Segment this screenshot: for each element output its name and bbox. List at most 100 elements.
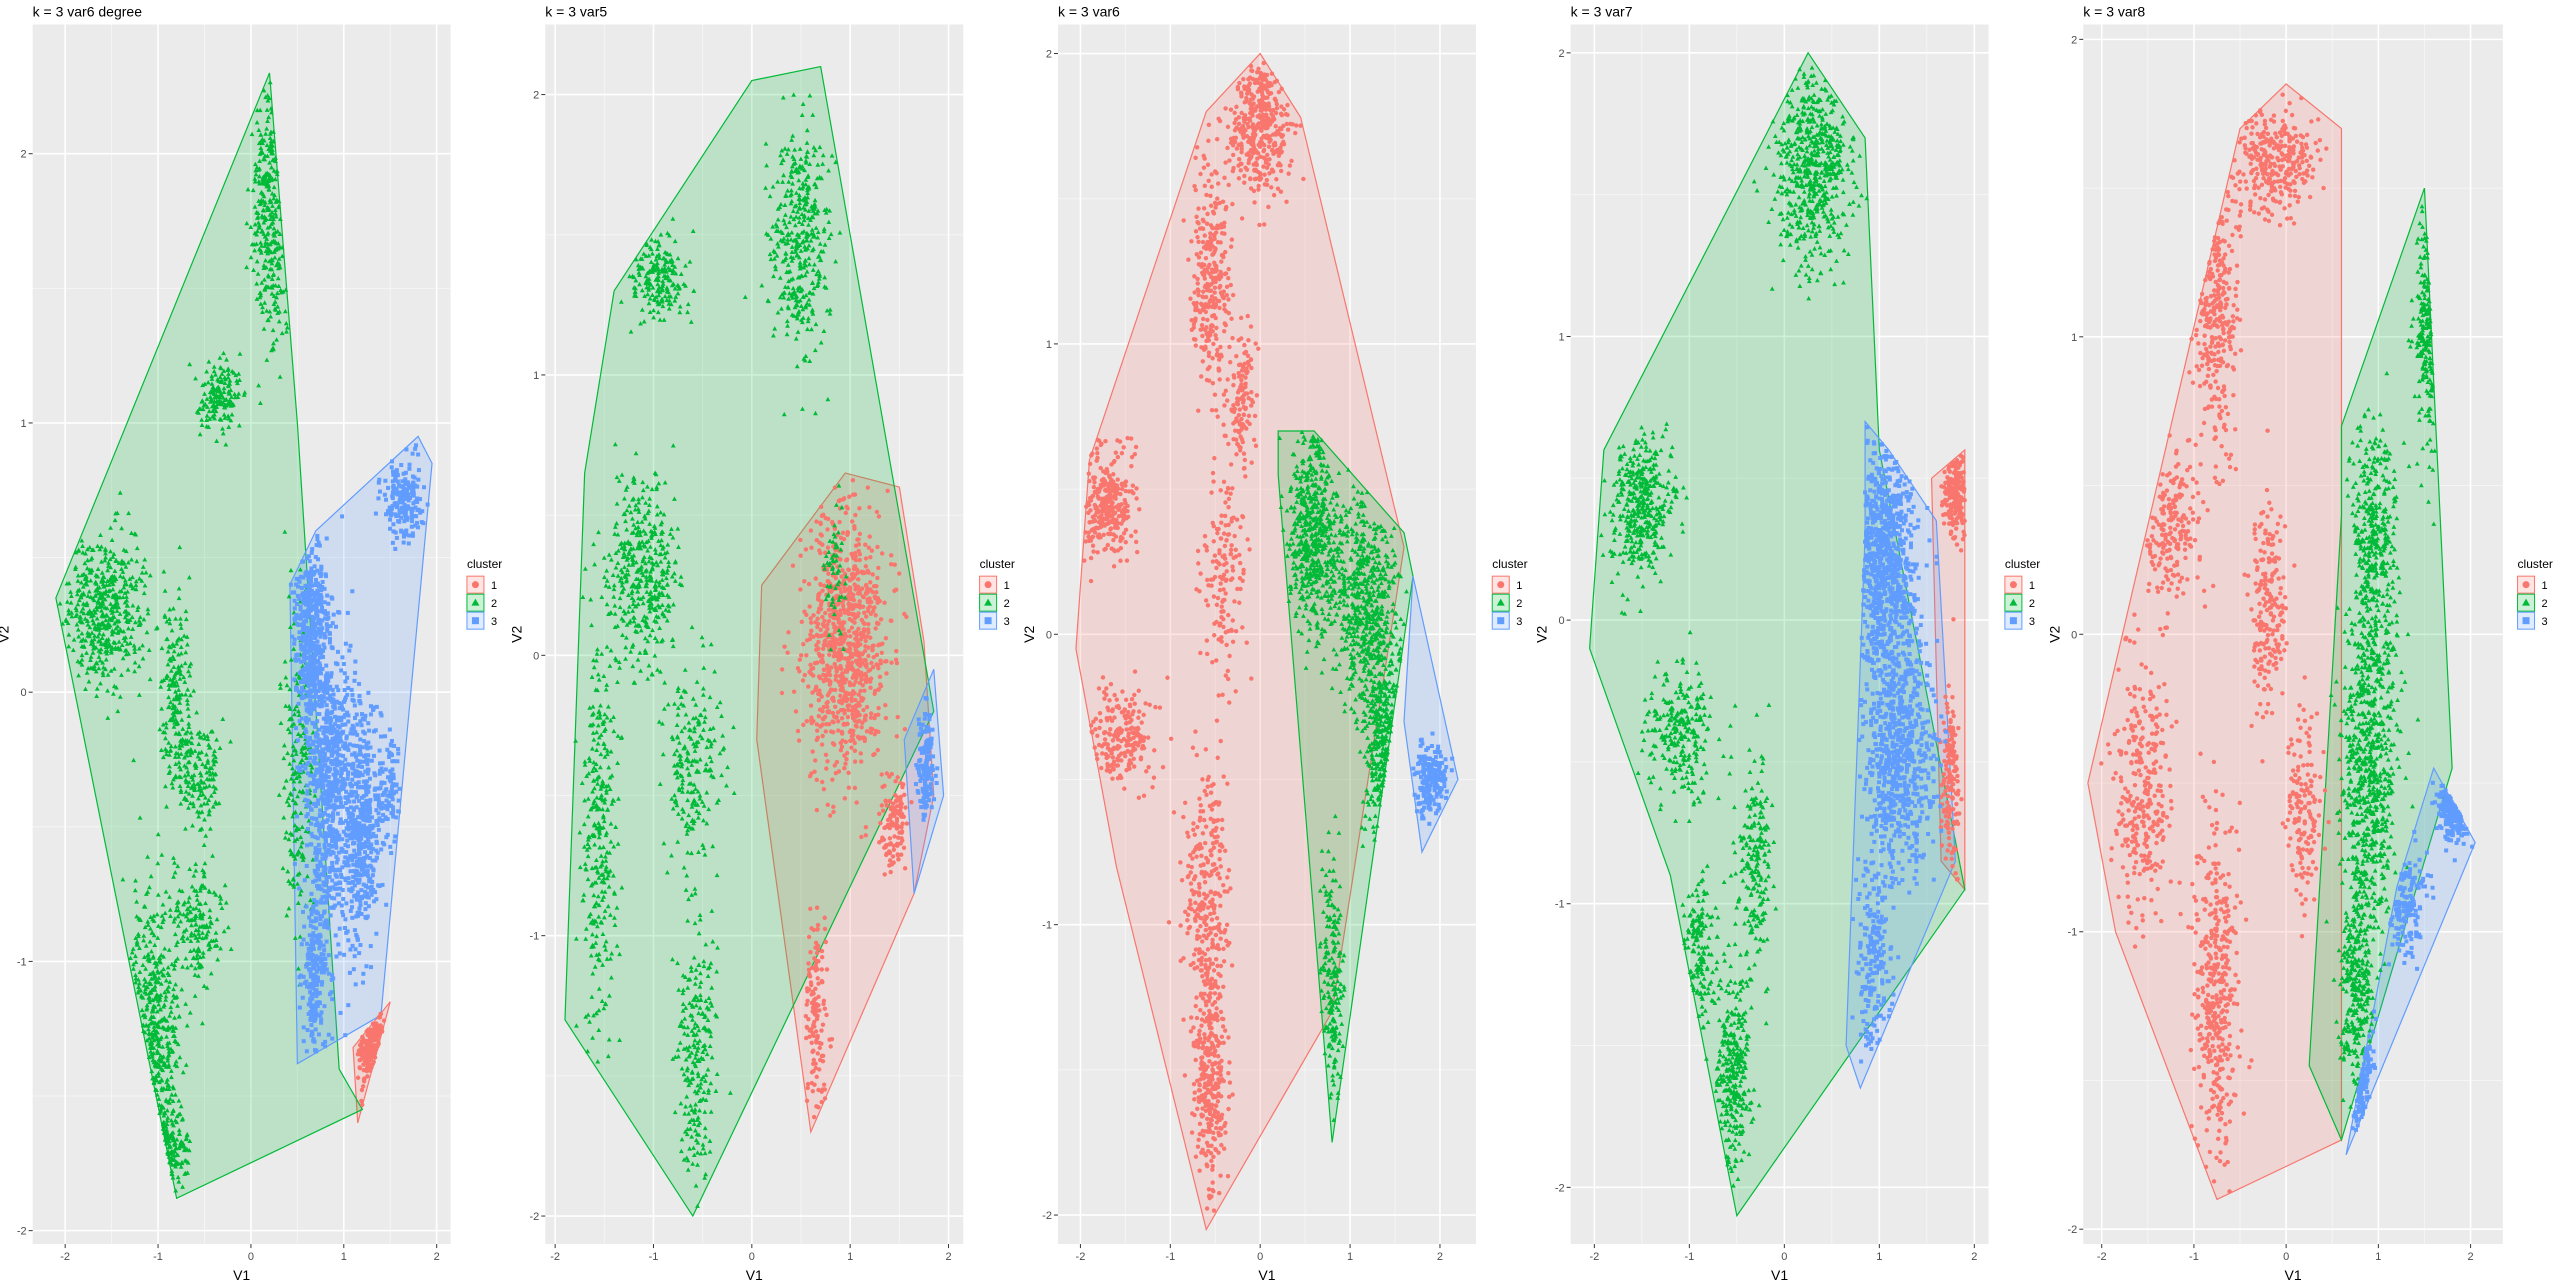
point — [129, 530, 134, 536]
point — [404, 505, 409, 510]
point — [194, 709, 200, 715]
point — [178, 774, 184, 780]
point — [351, 967, 356, 972]
point — [389, 465, 394, 470]
point — [827, 652, 832, 657]
point — [108, 525, 113, 530]
point — [410, 451, 415, 456]
point — [207, 416, 213, 421]
point — [319, 796, 324, 801]
point — [301, 598, 306, 603]
point — [269, 261, 275, 266]
point — [368, 863, 373, 868]
point — [330, 596, 335, 601]
x-tick-label: 0 — [749, 1251, 755, 1263]
point — [298, 604, 303, 609]
point — [64, 599, 70, 604]
point — [177, 692, 183, 697]
point — [98, 532, 103, 538]
point — [330, 762, 335, 767]
point — [106, 563, 111, 568]
point — [175, 682, 180, 688]
point — [329, 671, 334, 676]
point — [127, 576, 133, 581]
point — [107, 556, 113, 562]
point — [177, 667, 183, 673]
point — [393, 530, 398, 535]
point — [134, 558, 140, 564]
point — [75, 588, 81, 593]
y-axis-label: V2 — [508, 626, 524, 643]
point — [172, 754, 178, 759]
point — [846, 770, 851, 775]
point — [276, 283, 282, 288]
point — [350, 813, 355, 818]
point — [275, 275, 281, 281]
point — [66, 632, 72, 637]
point — [852, 759, 858, 764]
point — [333, 873, 338, 878]
point — [304, 570, 309, 575]
point — [87, 624, 93, 630]
point — [313, 660, 318, 665]
point — [74, 591, 80, 597]
point — [69, 613, 75, 619]
point — [90, 639, 96, 644]
point — [840, 568, 845, 573]
point — [315, 962, 320, 967]
point — [367, 1053, 373, 1059]
point — [337, 718, 342, 723]
point — [350, 886, 355, 891]
point — [130, 626, 136, 631]
point — [262, 173, 268, 178]
point — [258, 132, 264, 137]
point — [374, 897, 379, 902]
point — [105, 578, 110, 584]
point — [323, 866, 328, 871]
point — [88, 594, 94, 599]
point — [270, 203, 275, 208]
point — [315, 711, 320, 716]
point — [114, 608, 120, 613]
point — [334, 854, 339, 859]
point — [303, 643, 308, 648]
point — [292, 637, 297, 642]
point — [96, 648, 102, 653]
point — [334, 699, 339, 704]
point — [369, 1065, 374, 1070]
point — [100, 670, 106, 675]
point — [76, 672, 81, 678]
point — [320, 980, 325, 985]
point — [369, 815, 374, 820]
point — [98, 681, 103, 686]
point — [214, 385, 220, 390]
point — [320, 792, 325, 797]
point — [345, 808, 350, 813]
point — [165, 649, 171, 654]
point — [394, 535, 399, 540]
point — [324, 939, 329, 944]
point — [212, 395, 218, 400]
point — [159, 706, 165, 711]
point — [796, 738, 802, 743]
point — [100, 660, 106, 665]
point — [339, 731, 344, 736]
point — [78, 638, 84, 643]
point — [112, 592, 118, 597]
point — [245, 187, 251, 192]
point — [80, 584, 86, 589]
point — [393, 474, 398, 479]
point — [244, 220, 250, 226]
point — [343, 712, 348, 717]
point — [313, 878, 318, 883]
point — [356, 824, 361, 829]
point — [361, 980, 366, 985]
point — [341, 896, 346, 901]
point — [274, 168, 280, 174]
point — [110, 554, 116, 559]
point — [811, 613, 816, 618]
point — [351, 808, 356, 813]
point — [223, 396, 229, 402]
point — [273, 155, 278, 160]
point — [275, 310, 281, 316]
